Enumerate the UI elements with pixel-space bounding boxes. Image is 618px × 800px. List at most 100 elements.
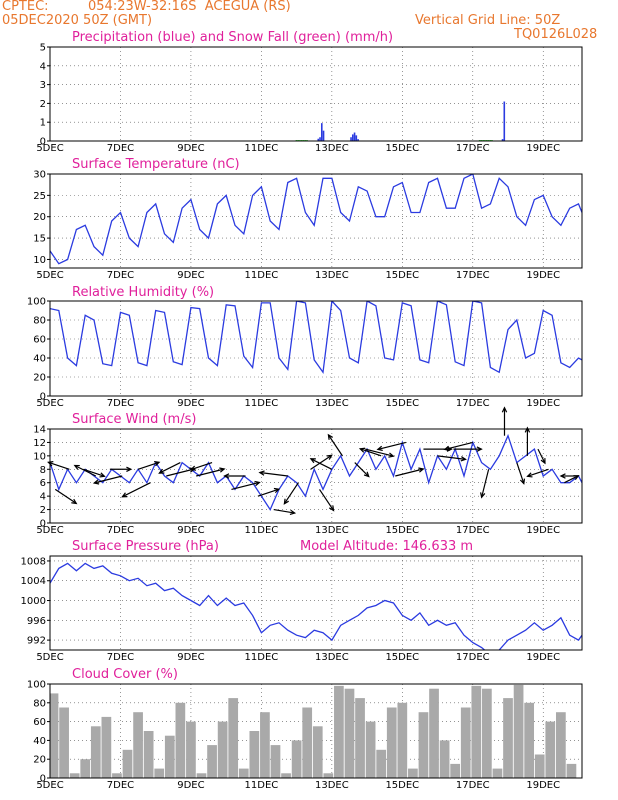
cloud-bar [154, 768, 165, 778]
wind-arrow-shaft [273, 508, 295, 514]
cloud-bar [334, 685, 344, 778]
wind-arrow [564, 475, 580, 484]
cloud-bar [365, 721, 376, 778]
wind-arrow [480, 469, 490, 499]
cloud-bar [112, 773, 122, 778]
panel-title: Cloud Cover (%) [72, 667, 178, 682]
wind-arrow-shaft [54, 488, 77, 504]
wind-arrow-shaft [83, 468, 105, 477]
y-tick-label: 992 [27, 636, 46, 647]
wind-arrow [524, 426, 531, 456]
y-tick-label: 4 [40, 492, 46, 503]
header-grid-note: Vertical Grid Line: 50Z [415, 13, 561, 28]
y-tick-label: 40 [33, 736, 46, 747]
cloud-bar [534, 754, 545, 778]
x-tick-label: 7DEC [107, 270, 134, 281]
wind-arrow [559, 473, 575, 479]
wind-arrow-shaft [166, 468, 195, 477]
wind-arrow [73, 464, 97, 477]
cloud-bar [186, 721, 196, 778]
cloud-bar [482, 688, 492, 778]
x-tick-label: 19DEC [526, 270, 560, 281]
x-tick-label: 9DEC [177, 143, 204, 154]
cloud-bar [302, 707, 313, 778]
x-tick-label: 11DEC [245, 525, 279, 536]
wind-arrow-head [328, 505, 335, 512]
panel-title: Precipitation (blue) and Snow Fall (gree… [72, 30, 393, 45]
cloud-bar [471, 685, 482, 778]
x-tick-label: 9DEC [177, 525, 204, 536]
y-tick-label: 60 [33, 717, 46, 728]
cloud-bar [524, 702, 535, 778]
precip-bar [322, 130, 325, 141]
panel-title: Surface Temperature (nC) [72, 157, 240, 172]
precip-bar [350, 137, 352, 141]
x-tick-label: 13DEC [315, 270, 349, 281]
y-tick-label: 1008 [21, 556, 46, 567]
wind-arrow-shaft [137, 461, 160, 470]
wind-arrow-head [309, 458, 316, 464]
cloud-bar [291, 740, 302, 778]
y-tick-label: 10 [33, 255, 46, 266]
wind-arrow-shaft [437, 455, 466, 460]
y-tick-label: 80 [33, 316, 46, 327]
cloud-bar [344, 688, 355, 778]
cloud-bar [281, 773, 291, 778]
cloud-bar [164, 735, 175, 778]
y-tick-label: 0 [40, 137, 46, 148]
cloud-bar [122, 749, 133, 778]
wind-arrow [83, 468, 106, 478]
x-tick-label: 5DEC [36, 780, 63, 791]
x-tick-label: 15DEC [385, 143, 419, 154]
wind-arrow-head [99, 472, 106, 478]
wind-arrow-head [47, 461, 54, 467]
panel-frame [49, 683, 583, 779]
precip-bar [351, 134, 354, 141]
x-tick-label: 13DEC [315, 525, 349, 536]
wind-arrow [443, 441, 473, 452]
panel-2: 5DEC 7DEC 9DEC 11DEC 13DEC 15DEC 17DEC 19DEC 0 20… [27, 285, 583, 409]
x-tick-label: 9DEC [177, 652, 204, 663]
cloud-bar [133, 712, 143, 778]
y-tick-label: 20 [33, 212, 46, 223]
wind-arrow-shaft [444, 441, 473, 451]
y-tick-label: 40 [33, 354, 46, 365]
panel-frame [49, 428, 583, 524]
wind-arrow-shaft [365, 448, 394, 457]
wind-arrow [231, 480, 261, 491]
wind-arrow [453, 446, 483, 452]
wind-arrow [319, 489, 335, 512]
cloud-bar [545, 721, 556, 778]
y-tick-label: 6 [40, 478, 46, 489]
wind-arrow-shaft [319, 489, 335, 511]
wind-arrow-head [540, 458, 546, 465]
panel-3: 5DEC 7DEC 9DEC 11DEC 13DEC 15DEC 17DEC 19DEC 0 2 4… [33, 406, 583, 536]
cloud-bar [270, 745, 281, 778]
cloud-bar [429, 688, 439, 778]
wind-arrow [526, 468, 549, 478]
y-tick-label: 12 [33, 438, 46, 449]
wind-arrow [137, 461, 161, 470]
wind-arrow-head [524, 426, 531, 433]
wind-arrow-head [154, 461, 161, 467]
precip-bar [320, 123, 323, 141]
x-tick-label: 11DEC [245, 143, 279, 154]
wind-arrow-shaft [359, 448, 382, 457]
cloud-bar [450, 763, 461, 778]
cloud-bar [555, 712, 566, 778]
wind-arrow-head [326, 454, 333, 460]
x-tick-label: 9DEC [177, 780, 204, 791]
wind-arrow-head [443, 445, 450, 452]
cloud-bar [80, 759, 91, 778]
wind-arrow [537, 448, 546, 465]
y-tick-label: 2 [40, 505, 46, 516]
wind-arrow-head [376, 445, 383, 452]
x-tick-label: 17DEC [456, 270, 490, 281]
wind-arrow-shaft [527, 468, 549, 477]
wind-arrow-head [501, 406, 508, 413]
x-tick-label: 19DEC [526, 780, 560, 791]
panel-frame [49, 173, 583, 269]
cloud-bar [492, 768, 503, 778]
wind-arrow-head [526, 472, 533, 478]
header-source: CPTEC: [2, 0, 49, 14]
